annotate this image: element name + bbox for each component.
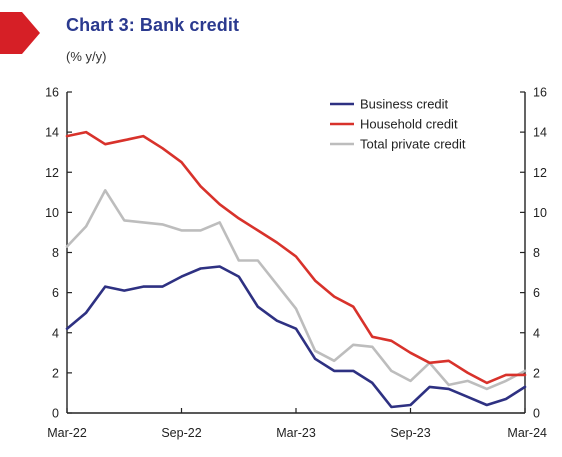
y-tick-label-right: 10 — [533, 206, 547, 220]
y-tick-label-right: 0 — [533, 407, 540, 421]
y-tick-label-left: 6 — [52, 286, 59, 300]
y-tick-label-right: 14 — [533, 126, 547, 140]
y-tick-label-left: 10 — [45, 206, 59, 220]
y-tick-label-left: 4 — [52, 326, 59, 340]
x-tick-label: Sep-22 — [161, 426, 201, 440]
legend-label: Household credit — [360, 117, 458, 132]
y-tick-label-right: 4 — [533, 326, 540, 340]
x-tick-label: Sep-23 — [390, 426, 430, 440]
chart-axes: 0 0 2 2 4 4 6 6 8 8 10 10 12 12 14 14 16 16 Mar-22 Sep-22 Ma… — [45, 86, 547, 441]
legend-label: Business credit — [360, 97, 449, 112]
series-line-business-credit — [65, 265, 527, 409]
y-tick-label-right: 12 — [533, 166, 547, 180]
y-tick-label-right: 2 — [533, 366, 540, 380]
report-flag-icon — [0, 12, 40, 54]
series-line-total-private-credit — [65, 189, 527, 391]
y-tick-label-left: 12 — [45, 166, 59, 180]
x-tick-label: Mar-23 — [276, 426, 316, 440]
y-tick-label-left: 16 — [45, 86, 59, 100]
y-tick-label-right: 16 — [533, 86, 547, 100]
legend-label: Total private credit — [360, 137, 466, 152]
y-tick-label-left: 0 — [52, 407, 59, 421]
y-tick-label-right: 6 — [533, 286, 540, 300]
y-tick-label-right: 8 — [533, 246, 540, 260]
chart-title: Chart 3: Bank credit — [66, 15, 240, 35]
y-tick-label-left: 14 — [45, 126, 59, 140]
x-tick-label: Mar-22 — [47, 426, 87, 440]
series-line-household-credit — [65, 130, 527, 385]
x-tick-label: Mar-24 — [507, 426, 547, 440]
chart-unit-label: (% y/y) — [66, 49, 107, 64]
y-tick-label-left: 2 — [52, 366, 59, 380]
series-layer — [65, 130, 527, 409]
y-tick-label-left: 8 — [52, 246, 59, 260]
chart-legend: Business credit Household credit Total pri… — [330, 97, 466, 152]
